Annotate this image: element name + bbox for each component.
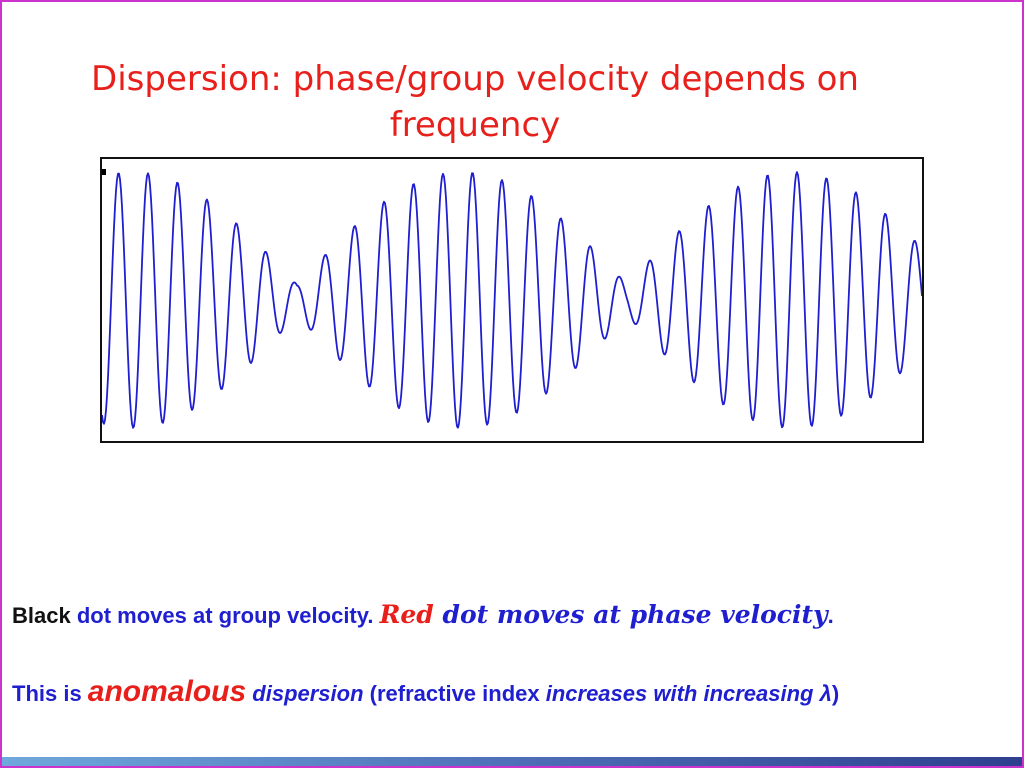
wave-plot: [102, 169, 922, 429]
this-is-text: This is: [12, 681, 88, 706]
wave-animation-figure: [100, 157, 924, 443]
bottom-accent-bar: [2, 757, 1022, 766]
slide-title: Dispersion: phase/group velocity depends…: [90, 56, 860, 148]
group-velocity-dot: [102, 169, 106, 175]
close-paren: ): [831, 681, 840, 706]
title-line-2: frequency: [389, 105, 561, 145]
wave-packet-line: [102, 171, 922, 429]
lambda-symbol: λ: [819, 681, 832, 706]
black-word: Black: [12, 603, 71, 628]
phase-velocity-text: dot moves at phase velocity: [433, 600, 828, 629]
increases-text: increases with increasing: [545, 681, 820, 706]
period: .: [827, 603, 834, 628]
caption-velocity: Black dot moves at group velocity. Red d…: [12, 600, 834, 629]
anomalous-word: anomalous: [87, 675, 247, 708]
dispersion-word: dispersion: [246, 681, 364, 706]
title-line-1: Dispersion: phase/group velocity depends…: [91, 59, 859, 99]
red-word: Red: [379, 600, 434, 629]
caption-dispersion: This is anomalous dispersion (refractive…: [12, 675, 839, 709]
group-velocity-text: dot moves at group velocity.: [70, 603, 380, 628]
refractive-index-text: (refractive index: [363, 681, 546, 706]
